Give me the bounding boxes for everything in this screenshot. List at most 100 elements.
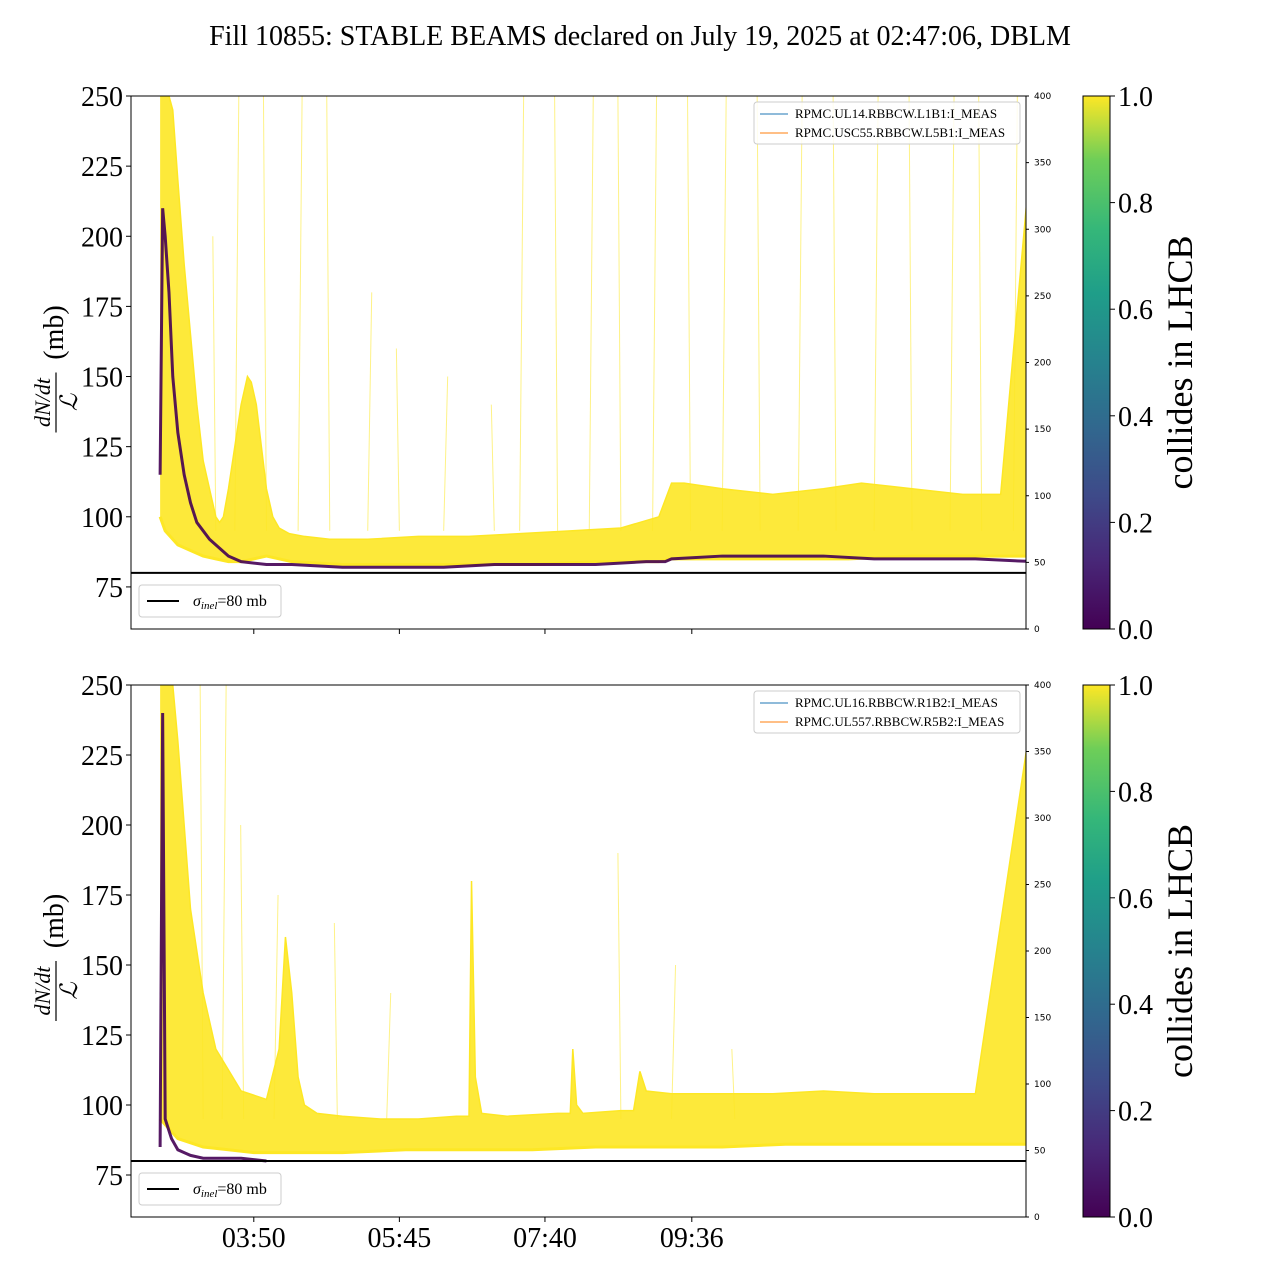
spike-trace: [221, 685, 227, 1120]
y2-tick-label: 50: [1034, 1147, 1046, 1157]
colorbar-label: collides in LHCB: [1160, 236, 1200, 490]
y2-tick-label: 350: [1034, 748, 1051, 758]
y2-tick-label: 50: [1034, 558, 1046, 568]
y2-tick-label: 150: [1034, 425, 1051, 435]
y2-tick-label: 250: [1034, 292, 1051, 302]
y-tick-label: 175: [81, 881, 123, 912]
legend-entry: RPMC.UL557.RBBCW.R5B2:I_MEAS: [795, 714, 1004, 729]
y2-tick-label: 0: [1034, 1213, 1040, 1223]
y-label-unit: (mb): [39, 305, 70, 359]
y-tick-label: 150: [81, 951, 123, 982]
spike-trace: [588, 96, 594, 531]
y-tick-label: 125: [81, 433, 123, 464]
sigma-legend-label: σinel=80 mb: [193, 1181, 267, 1200]
spike-trace: [240, 824, 245, 1120]
y2-tick-label: 250: [1034, 881, 1051, 891]
spike-trace: [333, 922, 338, 1120]
series-area-collides-1: [160, 685, 1026, 1153]
colorbar-tick-label: 0.6: [1118, 295, 1153, 326]
colorbar: [1082, 95, 1111, 630]
series-line-collides-1-baseline: [159, 1117, 1026, 1155]
y-tick-label: 125: [81, 1021, 123, 1052]
spike-trace: [297, 96, 303, 531]
spike-trace: [617, 96, 622, 531]
spike-trace: [386, 992, 392, 1120]
y-label-numerator: dN/dt: [30, 966, 55, 1016]
y2-tick-label: 400: [1034, 92, 1051, 102]
y-tick-label: 225: [81, 152, 123, 183]
colorbar-tick-label: 0.2: [1118, 508, 1153, 539]
legend-entry: RPMC.USC55.RBBCW.L5B1:I_MEAS: [795, 125, 1005, 140]
colorbar-tick-label: 0.0: [1118, 615, 1153, 646]
y-tick-label: 200: [81, 811, 123, 842]
spike-trace: [326, 96, 331, 531]
series-legend-box: [753, 101, 1021, 145]
colorbar-tick-label: 0.8: [1118, 777, 1153, 808]
panel-bottom: 75 100 125 150 175 200 225 250 0 50 100 150 200 250 30…: [30, 671, 1200, 1254]
y2-tick-label: 100: [1034, 492, 1051, 502]
colorbar-tick-label: 1.0: [1118, 671, 1153, 702]
y-tick-label: 75: [95, 1161, 123, 1192]
y-label-denominator: ℒ: [57, 982, 83, 1000]
spike-trace: [908, 96, 913, 531]
y2-tick-label: 150: [1034, 1014, 1051, 1024]
spike-trace: [873, 96, 879, 531]
spike-trace: [652, 96, 658, 531]
y-tick-label: 150: [81, 363, 123, 394]
spike-trace: [721, 96, 727, 531]
series-line-collides-0: [158, 208, 1026, 569]
y-label-unit: (mb): [39, 894, 70, 948]
colorbar-tick-label: 0.4: [1118, 402, 1153, 433]
spike-trace: [490, 404, 495, 531]
y2-tick-label: 300: [1034, 814, 1051, 824]
y2-tick-label: 300: [1034, 225, 1051, 235]
y2-tick-label: 350: [1034, 159, 1051, 169]
legend-entry: RPMC.UL16.RBBCW.R1B2:I_MEAS: [795, 695, 998, 710]
series-line-collides-1-upper: [160, 685, 1026, 1120]
spike-trace: [443, 376, 449, 531]
sigma-legend-label: σinel=80 mb: [193, 593, 267, 612]
colorbar: [1082, 684, 1111, 1218]
y-tick-label: 75: [95, 573, 123, 604]
legend-entry: RPMC.UL14.RBBCW.L1B1:I_MEAS: [795, 106, 997, 121]
spike-trace: [687, 96, 692, 531]
spike-trace: [367, 292, 373, 531]
spike-trace: [262, 96, 267, 531]
spike-trace: [212, 236, 217, 531]
x-tick-label: 09:36: [660, 1223, 724, 1254]
spike-trace: [978, 96, 983, 531]
plot-area-bottom: [158, 685, 1026, 1163]
sigma-legend-box: [138, 1172, 282, 1206]
series-area-collides-1: [160, 96, 1026, 565]
colorbar-tick-label: 0.0: [1118, 1203, 1153, 1234]
panel-top: 75 100 125 150 175 200 225 250 0 50 100 150 200 250 30…: [30, 82, 1200, 646]
y2-tick-label: 0: [1034, 625, 1040, 635]
colorbar-tick-label: 0.4: [1118, 990, 1153, 1021]
series-line-collides-1-upper: [160, 96, 1026, 540]
spike-trace: [832, 96, 837, 531]
y2-tick-label: 400: [1034, 681, 1051, 691]
spike-trace: [617, 852, 622, 1120]
sigma-legend-box: [138, 584, 282, 618]
colorbar-tick-label: 0.2: [1118, 1097, 1153, 1128]
y-tick-label: 200: [81, 222, 123, 253]
plot-area-top: [158, 96, 1026, 569]
colorbar-tick-label: 0.8: [1118, 189, 1153, 220]
spike-trace: [395, 348, 400, 531]
y2-tick-label: 200: [1034, 359, 1051, 369]
y-tick-label: 250: [81, 82, 123, 113]
series-line-collides-0: [158, 712, 267, 1163]
spike-trace: [797, 96, 803, 531]
colorbar-tick-label: 1.0: [1118, 82, 1153, 113]
y-tick-label: 225: [81, 741, 123, 772]
y-tick-label: 250: [81, 671, 123, 702]
spike-trace: [519, 96, 525, 531]
y-tick-label: 175: [81, 292, 123, 323]
y-label-denominator: ℒ: [57, 393, 83, 411]
series-line-collides-1-baseline: [158, 516, 1026, 566]
spike-trace: [554, 96, 559, 531]
y-tick-label: 100: [81, 1091, 123, 1122]
y-label-numerator: dN/dt: [30, 377, 55, 427]
x-tick-label: 07:40: [513, 1223, 577, 1254]
